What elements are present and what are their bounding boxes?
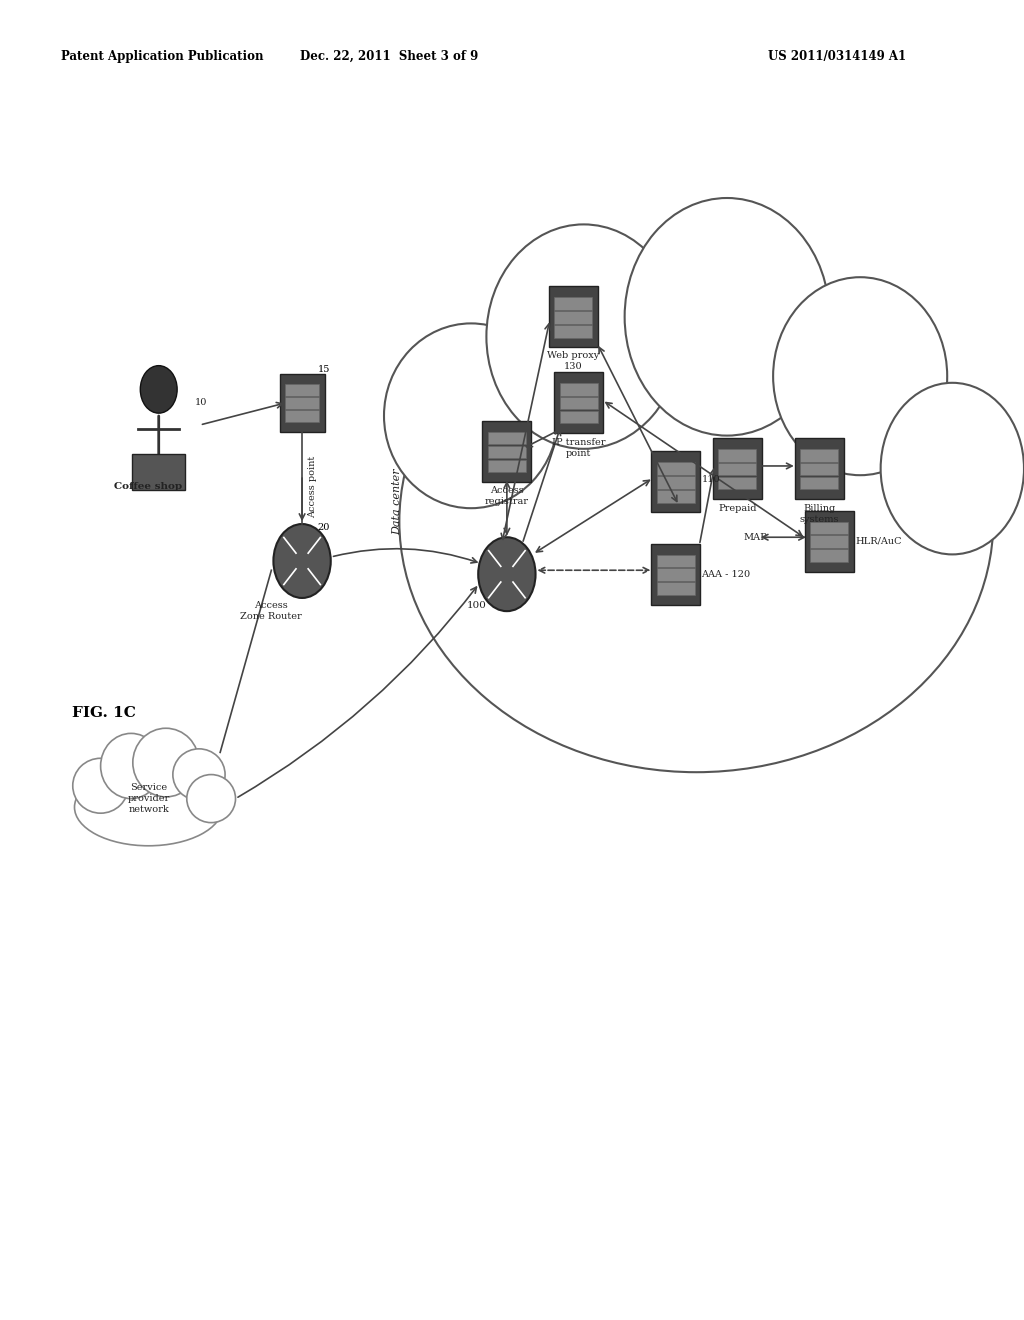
FancyBboxPatch shape	[554, 297, 593, 310]
Ellipse shape	[75, 768, 222, 846]
FancyBboxPatch shape	[800, 477, 839, 490]
FancyBboxPatch shape	[554, 312, 593, 323]
FancyBboxPatch shape	[713, 438, 762, 499]
Text: HLR/AuC: HLR/AuC	[855, 537, 901, 545]
FancyBboxPatch shape	[805, 511, 854, 572]
Text: Access
registrar: Access registrar	[485, 486, 528, 506]
Circle shape	[478, 537, 536, 611]
Ellipse shape	[625, 198, 829, 436]
Text: MAP: MAP	[743, 533, 768, 541]
FancyBboxPatch shape	[554, 372, 603, 433]
Text: 110: 110	[701, 475, 720, 483]
FancyBboxPatch shape	[718, 449, 757, 462]
FancyBboxPatch shape	[800, 463, 839, 475]
FancyBboxPatch shape	[549, 286, 598, 347]
FancyBboxPatch shape	[795, 438, 844, 499]
Text: Prepaid: Prepaid	[718, 504, 757, 513]
FancyBboxPatch shape	[487, 446, 526, 458]
Text: US 2011/0314149 A1: US 2011/0314149 A1	[768, 50, 906, 63]
Ellipse shape	[100, 734, 162, 799]
Ellipse shape	[399, 271, 993, 772]
Ellipse shape	[186, 775, 236, 822]
FancyBboxPatch shape	[285, 397, 319, 409]
FancyBboxPatch shape	[656, 477, 695, 488]
Text: 100: 100	[467, 601, 486, 610]
FancyBboxPatch shape	[656, 582, 695, 595]
FancyBboxPatch shape	[656, 462, 695, 475]
FancyBboxPatch shape	[554, 325, 593, 338]
FancyBboxPatch shape	[285, 384, 319, 396]
FancyBboxPatch shape	[810, 549, 849, 562]
Text: Service
provider
network: Service provider network	[127, 783, 170, 814]
Ellipse shape	[486, 224, 681, 449]
Text: Patent Application Publication: Patent Application Publication	[61, 50, 264, 63]
FancyBboxPatch shape	[487, 459, 526, 473]
FancyBboxPatch shape	[559, 383, 598, 396]
Text: 10: 10	[195, 399, 207, 407]
Ellipse shape	[173, 748, 225, 800]
Text: 15: 15	[317, 366, 330, 374]
FancyBboxPatch shape	[718, 477, 757, 490]
FancyBboxPatch shape	[656, 490, 695, 503]
FancyBboxPatch shape	[718, 463, 757, 475]
Text: Billing
systems: Billing systems	[800, 504, 839, 524]
Text: Data center: Data center	[392, 469, 402, 535]
FancyBboxPatch shape	[810, 536, 849, 548]
Ellipse shape	[384, 323, 558, 508]
FancyBboxPatch shape	[656, 569, 695, 581]
Ellipse shape	[881, 383, 1024, 554]
FancyBboxPatch shape	[280, 374, 325, 432]
FancyBboxPatch shape	[656, 554, 695, 568]
Text: Access point: Access point	[308, 455, 316, 517]
Text: 20: 20	[317, 524, 330, 532]
Text: IP transfer
point: IP transfer point	[552, 438, 605, 458]
Text: FIG. 1C: FIG. 1C	[72, 706, 135, 719]
Ellipse shape	[73, 758, 128, 813]
FancyBboxPatch shape	[487, 432, 526, 445]
FancyBboxPatch shape	[559, 397, 598, 409]
Text: AAA - 120: AAA - 120	[701, 570, 751, 578]
Ellipse shape	[133, 729, 199, 797]
FancyBboxPatch shape	[285, 411, 319, 422]
FancyBboxPatch shape	[482, 421, 531, 482]
Text: Web proxy
130: Web proxy 130	[547, 351, 600, 371]
FancyBboxPatch shape	[810, 521, 849, 535]
Text: Access
Zone Router: Access Zone Router	[241, 601, 302, 620]
FancyBboxPatch shape	[800, 449, 839, 462]
FancyBboxPatch shape	[559, 411, 598, 424]
Ellipse shape	[773, 277, 947, 475]
Circle shape	[273, 524, 331, 598]
FancyBboxPatch shape	[651, 544, 700, 605]
FancyBboxPatch shape	[651, 451, 700, 512]
Text: Coffee shop: Coffee shop	[115, 482, 182, 491]
Circle shape	[140, 366, 177, 413]
Text: Dec. 22, 2011  Sheet 3 of 9: Dec. 22, 2011 Sheet 3 of 9	[300, 50, 478, 63]
FancyBboxPatch shape	[132, 454, 185, 490]
